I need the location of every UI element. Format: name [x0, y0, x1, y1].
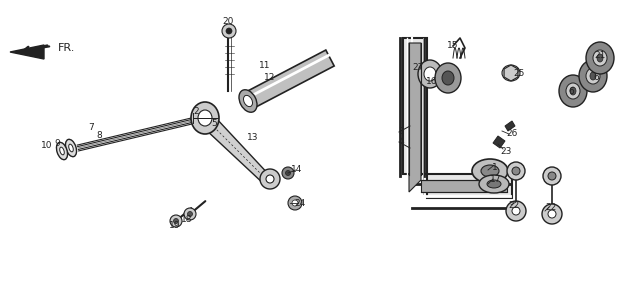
Ellipse shape	[442, 71, 454, 85]
Polygon shape	[505, 121, 515, 131]
Ellipse shape	[198, 110, 212, 126]
Ellipse shape	[191, 102, 219, 134]
Text: 18: 18	[181, 214, 193, 223]
Text: 7: 7	[88, 124, 94, 132]
Ellipse shape	[502, 65, 520, 81]
Text: 9: 9	[54, 138, 60, 148]
Ellipse shape	[424, 67, 436, 81]
Text: 12: 12	[264, 74, 276, 82]
Text: 13: 13	[247, 134, 259, 142]
Circle shape	[548, 210, 556, 218]
Ellipse shape	[590, 72, 596, 80]
Ellipse shape	[243, 95, 253, 107]
Circle shape	[173, 219, 179, 223]
Ellipse shape	[570, 87, 576, 95]
Circle shape	[170, 215, 182, 227]
Circle shape	[548, 172, 556, 180]
Ellipse shape	[472, 159, 508, 183]
Text: 23: 23	[500, 146, 512, 156]
Ellipse shape	[481, 165, 499, 177]
Circle shape	[222, 24, 236, 38]
Text: 2: 2	[193, 106, 199, 116]
Text: 19: 19	[169, 221, 180, 231]
Circle shape	[282, 167, 294, 179]
Circle shape	[184, 208, 196, 220]
Ellipse shape	[487, 180, 501, 188]
Ellipse shape	[435, 63, 461, 93]
Text: 4: 4	[398, 138, 404, 146]
Text: 10: 10	[41, 142, 52, 150]
Circle shape	[506, 201, 526, 221]
Ellipse shape	[586, 68, 600, 84]
Polygon shape	[10, 45, 44, 59]
Ellipse shape	[593, 50, 607, 66]
Circle shape	[512, 207, 520, 215]
Text: 25: 25	[513, 69, 525, 78]
Polygon shape	[421, 180, 507, 192]
Text: 22: 22	[508, 202, 520, 210]
Text: 6: 6	[568, 88, 574, 96]
Text: 1: 1	[492, 162, 498, 172]
Polygon shape	[244, 50, 334, 109]
Circle shape	[226, 28, 232, 34]
Circle shape	[266, 175, 274, 183]
Circle shape	[512, 167, 520, 175]
Text: 5: 5	[211, 118, 217, 128]
Text: 3: 3	[398, 128, 404, 136]
Text: 26: 26	[506, 130, 518, 138]
Ellipse shape	[586, 42, 614, 74]
Text: 15: 15	[447, 41, 459, 51]
Text: 8: 8	[96, 132, 102, 140]
Text: 6: 6	[593, 72, 599, 82]
Polygon shape	[403, 38, 512, 198]
Text: FR.: FR.	[58, 43, 76, 53]
Text: 21: 21	[595, 51, 605, 59]
Polygon shape	[504, 65, 518, 81]
Circle shape	[507, 162, 525, 180]
Text: 20: 20	[222, 17, 234, 25]
Text: 27: 27	[412, 63, 424, 72]
Text: 24: 24	[294, 200, 306, 208]
Text: 14: 14	[291, 164, 303, 174]
Polygon shape	[409, 43, 421, 192]
Text: 11: 11	[259, 61, 271, 71]
Ellipse shape	[418, 60, 442, 88]
Circle shape	[292, 200, 298, 206]
Circle shape	[543, 167, 561, 185]
Ellipse shape	[566, 83, 580, 99]
Ellipse shape	[56, 142, 68, 160]
Ellipse shape	[559, 75, 587, 107]
Ellipse shape	[65, 139, 77, 157]
Text: 17: 17	[490, 174, 502, 184]
Text: 16: 16	[426, 78, 438, 86]
Ellipse shape	[597, 54, 603, 62]
Ellipse shape	[239, 90, 257, 112]
Polygon shape	[493, 136, 505, 148]
Ellipse shape	[579, 60, 607, 92]
Ellipse shape	[479, 175, 509, 193]
Circle shape	[542, 204, 562, 224]
Circle shape	[260, 169, 280, 189]
Text: 22: 22	[545, 204, 557, 212]
Circle shape	[188, 212, 193, 217]
Circle shape	[285, 170, 291, 176]
Polygon shape	[199, 112, 271, 184]
Ellipse shape	[68, 144, 73, 152]
Ellipse shape	[60, 147, 64, 155]
Circle shape	[288, 196, 302, 210]
